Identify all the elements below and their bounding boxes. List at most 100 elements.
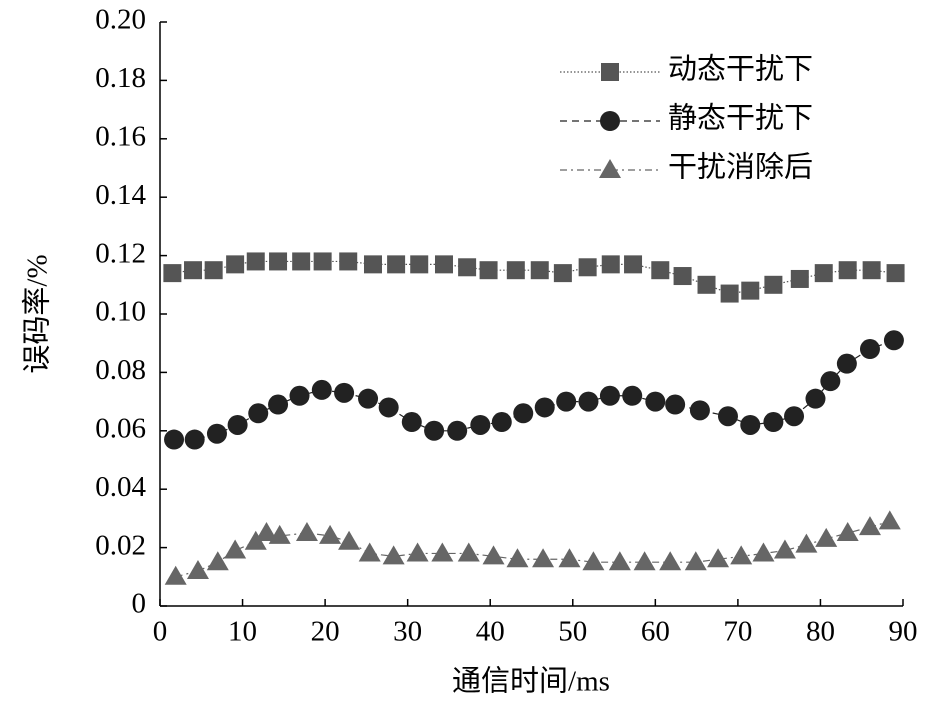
- data-point: [479, 261, 498, 280]
- y-tick-label: 0.04: [95, 471, 146, 503]
- data-point: [601, 255, 620, 274]
- data-point: [883, 330, 904, 351]
- data-point: [578, 258, 597, 277]
- series-line: [174, 339, 895, 441]
- data-point: [313, 252, 332, 271]
- data-point: [582, 551, 605, 571]
- x-tick-label: 80: [806, 616, 835, 648]
- data-point: [556, 391, 577, 412]
- x-axis-label: 通信时间/ms: [452, 665, 610, 698]
- data-point: [795, 533, 818, 553]
- y-axis-label: 误码率/%: [21, 254, 54, 373]
- data-point: [673, 267, 692, 286]
- data-point: [534, 397, 555, 418]
- data-point: [752, 542, 775, 562]
- legend-label: 干扰消除后: [668, 151, 813, 184]
- data-point: [482, 545, 505, 565]
- data-point: [255, 522, 278, 541]
- data-point: [268, 524, 291, 544]
- legend-label: 动态干扰下: [668, 53, 813, 86]
- data-point: [622, 385, 643, 406]
- data-point: [163, 264, 182, 283]
- data-point: [434, 255, 453, 274]
- data-point: [358, 542, 381, 562]
- data-point: [665, 394, 686, 415]
- data-point: [741, 281, 760, 300]
- data-point: [532, 548, 555, 568]
- data-point: [226, 255, 245, 274]
- data-point: [805, 388, 826, 409]
- data-point: [689, 400, 710, 421]
- data-point: [578, 391, 599, 412]
- data-point: [599, 385, 620, 406]
- data-point: [401, 412, 422, 433]
- y-tick-label: 0.12: [95, 237, 146, 269]
- y-tick-label: 0.20: [95, 4, 146, 36]
- data-point: [184, 429, 205, 450]
- data-point: [424, 420, 445, 441]
- legend-marker: [601, 63, 619, 81]
- data-point: [206, 551, 229, 571]
- data-point: [224, 539, 247, 559]
- y-tick-label: 0.16: [95, 120, 146, 152]
- data-point: [651, 261, 670, 280]
- x-tick-label: 30: [393, 616, 422, 648]
- data-point: [608, 551, 631, 571]
- data-point: [406, 542, 429, 562]
- data-point: [431, 542, 454, 562]
- x-tick-label: 40: [476, 616, 505, 648]
- legend-marker: [600, 111, 620, 131]
- data-point: [295, 522, 318, 541]
- data-point: [553, 264, 572, 283]
- data-point: [363, 255, 382, 274]
- data-point: [246, 252, 265, 271]
- data-point: [339, 252, 358, 271]
- y-tick-label: 0.10: [95, 296, 146, 328]
- data-point: [458, 258, 477, 277]
- data-point: [164, 565, 187, 585]
- series-line: [172, 260, 896, 295]
- data-point: [248, 403, 269, 424]
- data-point: [784, 406, 805, 427]
- x-tick-label: 70: [723, 616, 752, 648]
- data-point: [624, 255, 643, 274]
- data-point: [410, 255, 429, 274]
- data-point: [558, 548, 581, 568]
- data-point: [862, 261, 881, 280]
- data-point: [506, 261, 525, 280]
- data-point: [358, 388, 379, 409]
- data-point: [204, 261, 223, 280]
- data-point: [659, 551, 682, 571]
- y-tick-label: 0.06: [95, 412, 146, 444]
- data-point: [378, 397, 399, 418]
- x-tick-label: 60: [641, 616, 670, 648]
- data-point: [815, 527, 838, 547]
- data-point: [513, 403, 534, 424]
- data-point: [292, 252, 311, 271]
- data-point: [334, 382, 355, 403]
- data-point: [764, 275, 783, 294]
- x-tick-label: 50: [558, 616, 587, 648]
- data-point: [740, 414, 761, 435]
- y-tick-label: 0: [132, 588, 147, 620]
- data-point: [206, 423, 227, 444]
- data-point: [820, 371, 841, 392]
- data-point: [720, 284, 739, 303]
- data-point: [763, 412, 784, 433]
- data-point: [289, 385, 310, 406]
- data-point: [382, 545, 405, 565]
- y-tick-label: 0.14: [95, 179, 146, 211]
- data-point: [836, 522, 859, 541]
- x-tick-label: 10: [228, 616, 257, 648]
- data-point: [447, 420, 468, 441]
- legend-marker: [599, 159, 621, 178]
- data-point: [338, 530, 361, 550]
- y-tick-label: 0.18: [95, 62, 146, 94]
- data-point: [645, 391, 666, 412]
- x-tick-label: 0: [153, 616, 168, 648]
- data-point: [717, 406, 738, 427]
- data-point: [311, 379, 332, 400]
- data-point: [530, 261, 549, 280]
- data-point: [730, 545, 753, 565]
